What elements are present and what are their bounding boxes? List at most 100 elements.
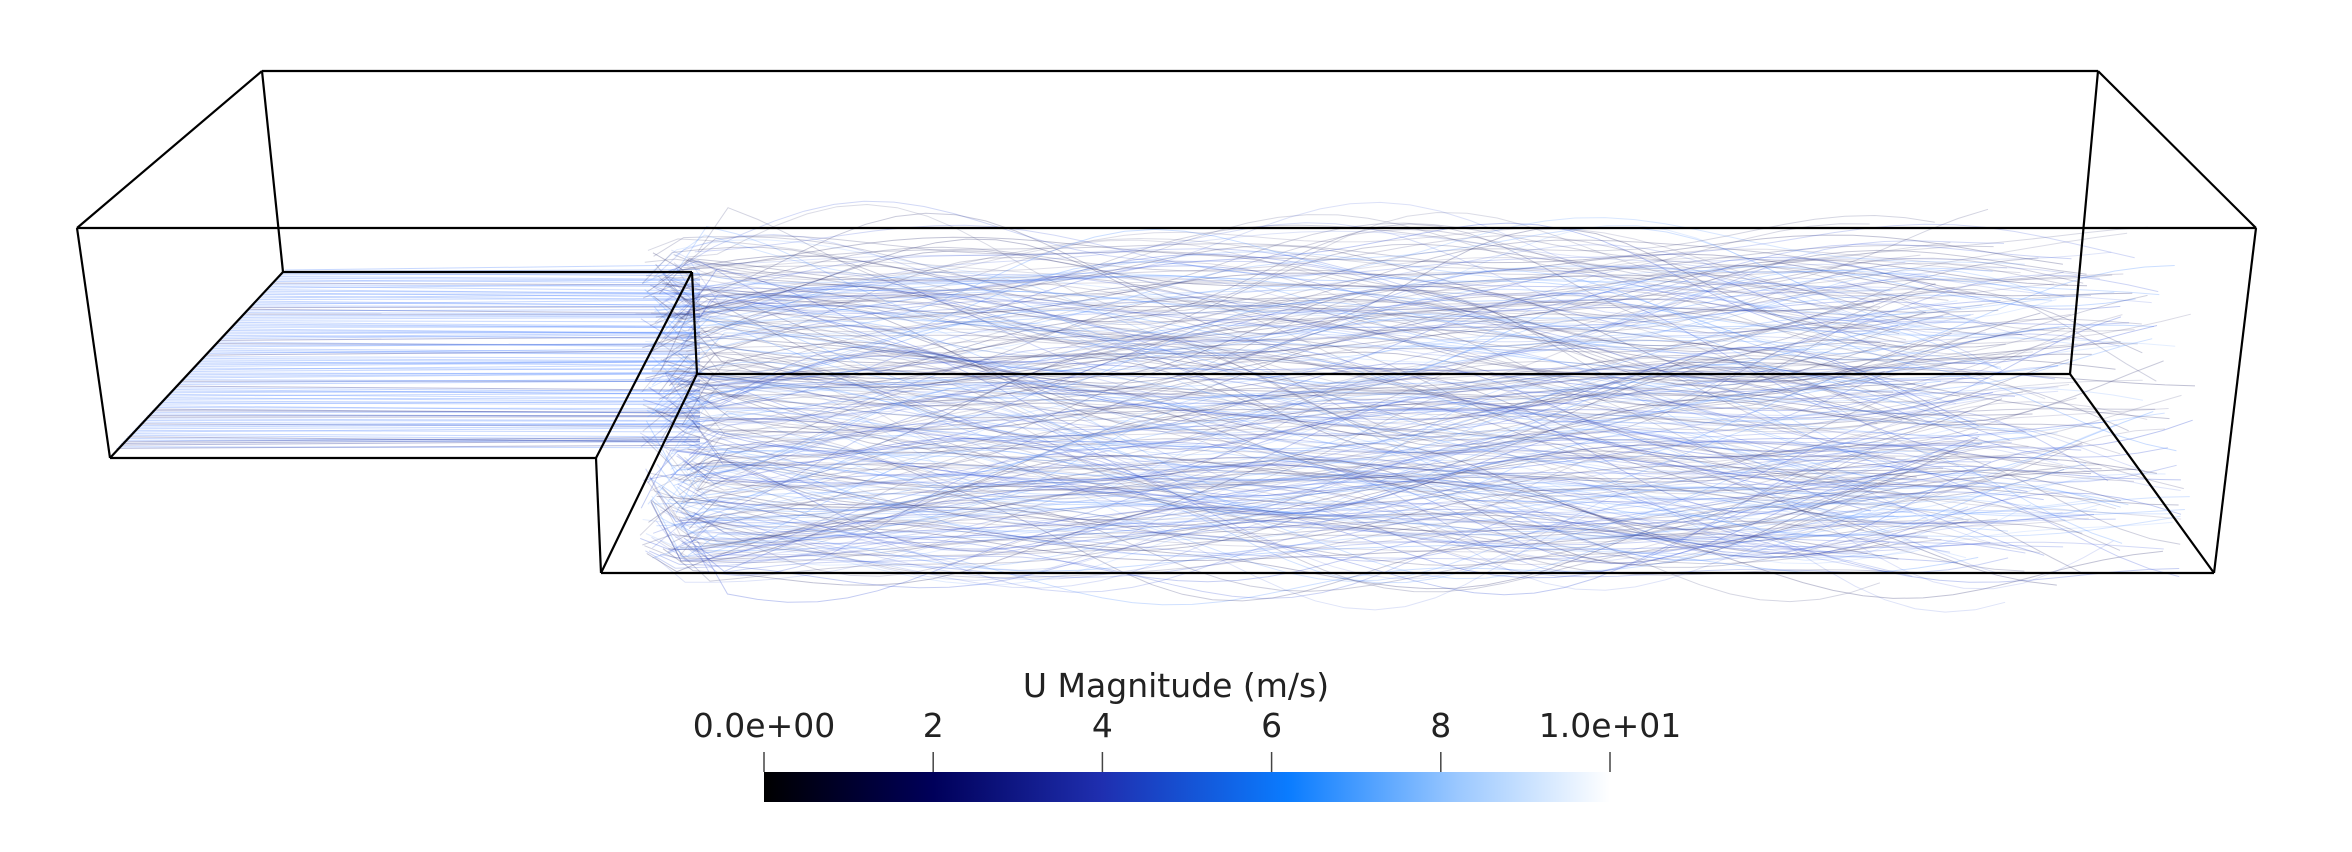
streamline bbox=[689, 256, 1950, 379]
streamline bbox=[688, 496, 1890, 555]
streamline bbox=[663, 499, 2164, 558]
colorbar-tick-label: 1.0e+01 bbox=[1538, 706, 1682, 745]
streamline bbox=[689, 320, 1980, 419]
streamline bbox=[678, 450, 2179, 516]
streamline bbox=[661, 443, 1983, 538]
streamline bbox=[271, 284, 701, 288]
streamline bbox=[138, 422, 701, 426]
streamline bbox=[678, 275, 1999, 319]
streamline bbox=[656, 363, 1977, 454]
streamline bbox=[653, 250, 1884, 347]
streamline bbox=[667, 525, 1958, 583]
streamline bbox=[697, 345, 1958, 454]
streamline bbox=[223, 334, 701, 339]
streamline bbox=[264, 290, 701, 294]
streamline bbox=[650, 483, 2001, 527]
streamline bbox=[653, 261, 2155, 361]
streamline bbox=[689, 284, 1891, 352]
streamline bbox=[647, 465, 1969, 538]
streamline bbox=[693, 318, 2164, 423]
streamline bbox=[182, 373, 701, 379]
streamline bbox=[642, 372, 1994, 419]
streamline bbox=[680, 447, 2181, 545]
streamline bbox=[646, 254, 2088, 320]
streamline bbox=[642, 367, 2023, 445]
streamline bbox=[667, 360, 1988, 393]
streamline bbox=[649, 450, 1880, 492]
streamline bbox=[640, 329, 1901, 456]
streamline bbox=[641, 243, 2023, 343]
streamline bbox=[651, 317, 2003, 408]
streamline bbox=[680, 470, 2121, 542]
streamline bbox=[678, 445, 2029, 543]
streamline bbox=[656, 479, 1887, 584]
streamline bbox=[237, 320, 701, 323]
streamline bbox=[642, 377, 2083, 485]
streamline bbox=[145, 416, 701, 418]
streamline bbox=[209, 349, 701, 355]
streamline bbox=[644, 520, 2025, 572]
streamline bbox=[226, 331, 701, 334]
streamline bbox=[686, 453, 2157, 489]
streamline bbox=[207, 351, 701, 355]
streamline bbox=[135, 426, 701, 430]
streamline bbox=[665, 447, 2166, 561]
streamline bbox=[199, 359, 701, 363]
streamline bbox=[204, 350, 701, 356]
streamline bbox=[122, 436, 701, 443]
streamline bbox=[280, 272, 701, 276]
streamline bbox=[651, 353, 2092, 389]
streamline bbox=[681, 370, 2182, 445]
streamline bbox=[665, 228, 1927, 335]
streamline bbox=[683, 431, 2065, 504]
streamline bbox=[250, 305, 701, 308]
streamline bbox=[670, 431, 1872, 512]
streamline bbox=[687, 414, 1978, 505]
streamline bbox=[190, 364, 701, 371]
streamline bbox=[678, 309, 1910, 399]
streamline bbox=[178, 378, 701, 384]
streamline bbox=[206, 348, 701, 354]
streamline bbox=[674, 308, 1965, 370]
streamline bbox=[133, 429, 701, 433]
streamline bbox=[682, 381, 2154, 475]
streamline bbox=[662, 303, 1894, 409]
streamline bbox=[680, 463, 2032, 557]
colorbar-tick-label: 2 bbox=[922, 706, 944, 745]
streamline bbox=[665, 263, 1986, 335]
streamline bbox=[679, 319, 1880, 360]
streamline bbox=[269, 285, 701, 292]
streamline bbox=[659, 257, 1890, 332]
streamline bbox=[654, 272, 2065, 351]
streamline bbox=[647, 214, 2148, 282]
streamline bbox=[647, 326, 1998, 423]
streamline bbox=[677, 485, 1998, 529]
streamline bbox=[645, 533, 2026, 569]
streamline bbox=[679, 520, 1881, 603]
streamline bbox=[699, 223, 1870, 326]
streamline bbox=[662, 290, 1983, 338]
streamline bbox=[680, 443, 2181, 491]
streamline bbox=[685, 386, 2156, 426]
streamline bbox=[689, 269, 2160, 348]
streamline bbox=[184, 372, 701, 377]
streamline bbox=[671, 285, 2052, 329]
streamline bbox=[670, 438, 2021, 498]
streamline bbox=[186, 371, 701, 376]
color-legend bbox=[763, 752, 1611, 802]
streamline bbox=[181, 379, 701, 383]
streamline bbox=[274, 279, 701, 282]
streamline bbox=[639, 396, 2021, 461]
streamline bbox=[224, 331, 701, 335]
streamline bbox=[165, 392, 701, 397]
streamline bbox=[238, 316, 701, 320]
streamline bbox=[164, 397, 701, 403]
streamline bbox=[665, 265, 2136, 307]
streamline bbox=[642, 257, 2084, 339]
streamline bbox=[249, 306, 701, 309]
streamline bbox=[687, 499, 2009, 578]
streamline bbox=[685, 488, 2066, 551]
streamline bbox=[694, 359, 2046, 436]
streamline bbox=[657, 307, 1888, 364]
